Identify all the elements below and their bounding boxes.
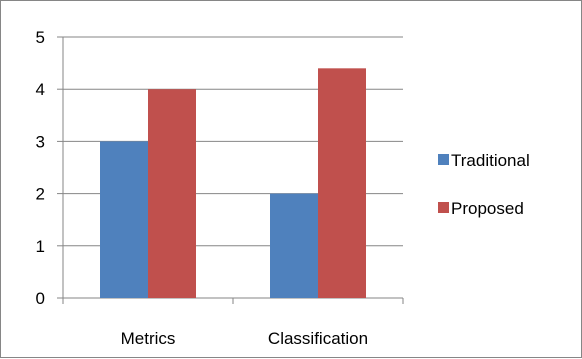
legend-label-proposed: Proposed bbox=[451, 199, 524, 218]
y-tick-label: 5 bbox=[36, 28, 45, 47]
x-category-label: Classification bbox=[268, 329, 368, 348]
y-tick-label: 4 bbox=[36, 80, 45, 99]
legend-swatch-traditional bbox=[438, 154, 449, 165]
y-tick-label: 1 bbox=[36, 237, 45, 256]
x-category-label: Metrics bbox=[121, 329, 176, 348]
legend-label-traditional: Traditional bbox=[451, 151, 530, 170]
bar-traditional-metrics bbox=[100, 141, 148, 298]
y-tick-label: 3 bbox=[36, 132, 45, 151]
bar-proposed-metrics bbox=[148, 89, 196, 298]
y-tick-label: 2 bbox=[36, 185, 45, 204]
bar-traditional-classification bbox=[270, 193, 318, 298]
legend-swatch-proposed bbox=[438, 202, 449, 213]
y-tick-label: 0 bbox=[36, 289, 45, 308]
bar-proposed-classification bbox=[318, 68, 366, 298]
